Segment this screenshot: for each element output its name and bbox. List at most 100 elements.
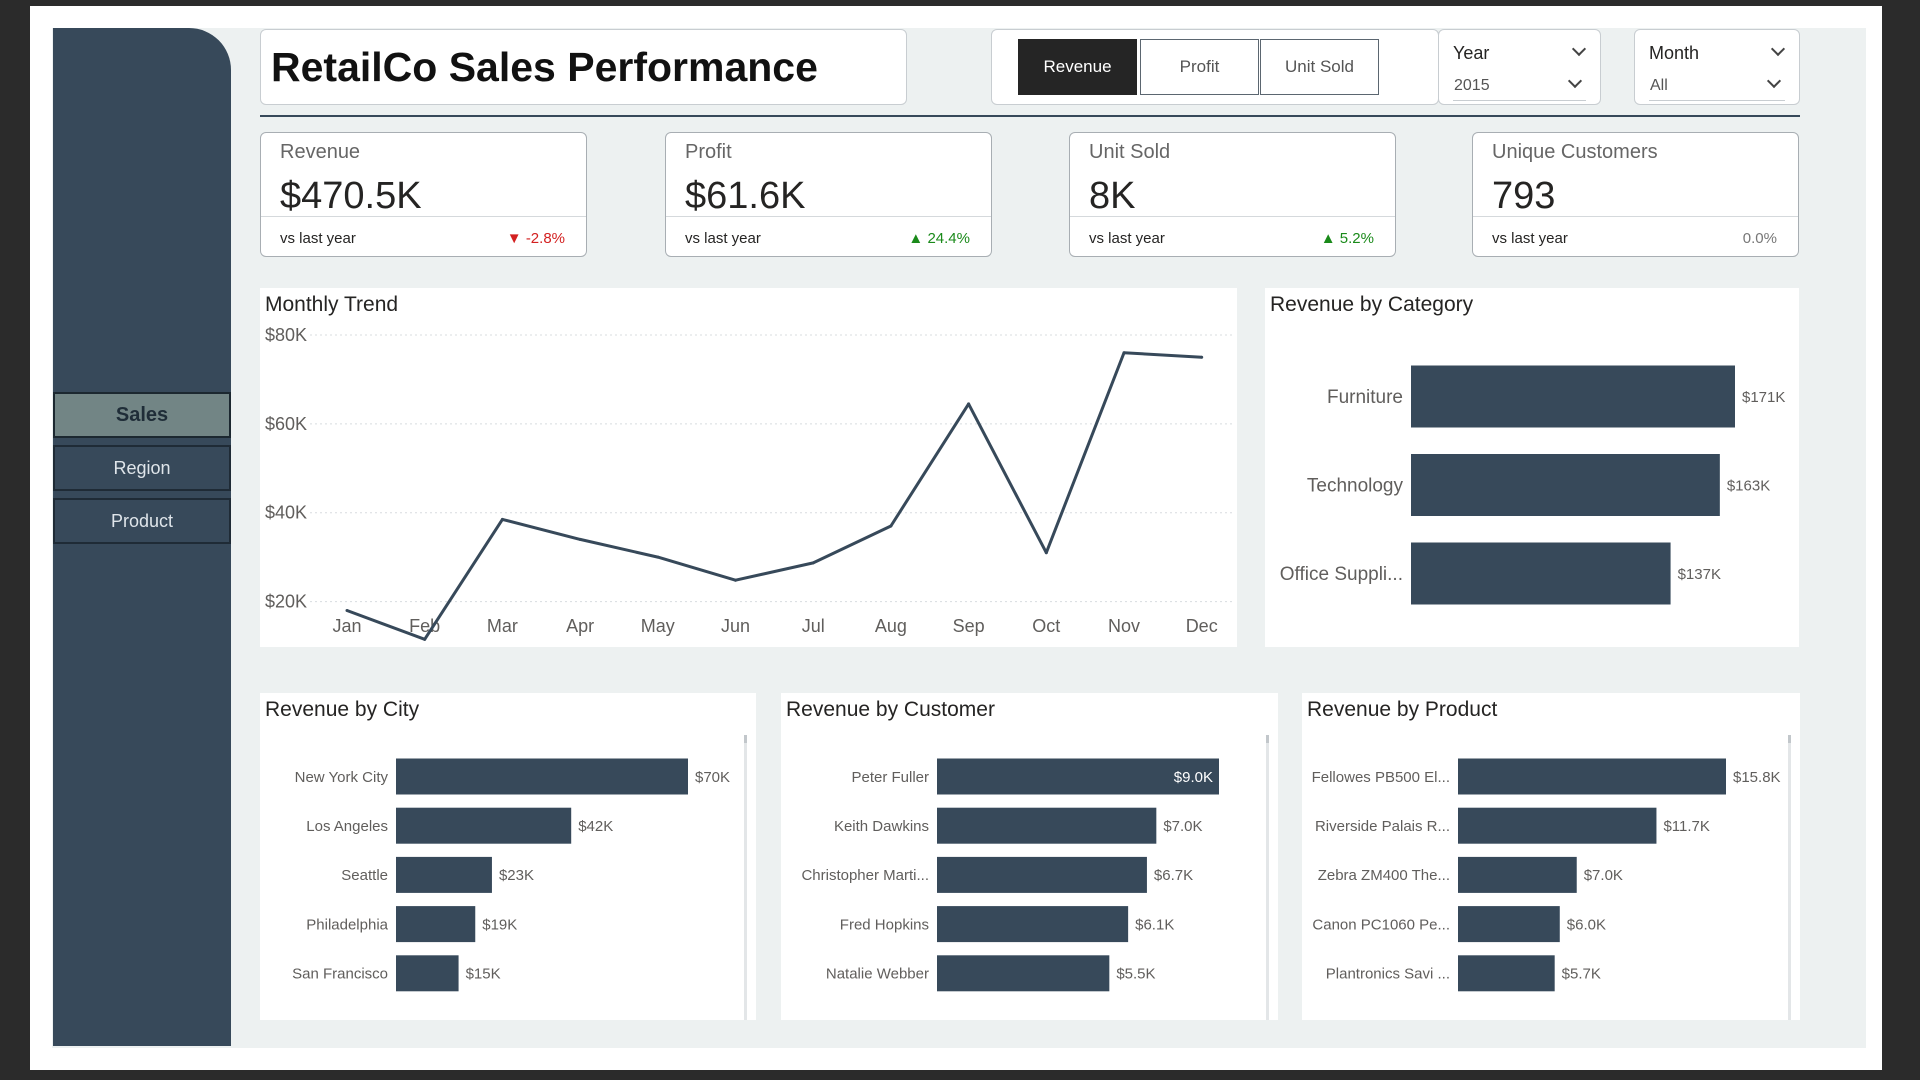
data-label: $19K (482, 916, 517, 933)
scrollbar-thumb (1788, 735, 1791, 743)
bar (396, 955, 459, 992)
kpi-delta: ▲ 5.2% (1321, 230, 1374, 247)
sidebar-item-label: Region (113, 457, 171, 478)
sidebar-item-label: Sales (115, 403, 169, 426)
data-label: $7.0K (1584, 867, 1623, 884)
bar (1458, 906, 1560, 943)
data-label: $23K (499, 867, 534, 884)
header-divider (260, 115, 1800, 117)
arrow-down-icon: ▼ (506, 230, 522, 247)
data-point (345, 608, 349, 612)
kpi-value: 8K (1089, 175, 1136, 217)
trend-line (346, 351, 1202, 641)
y-tick-label: $20K (265, 592, 307, 612)
sidebar-item-product[interactable]: Product (53, 498, 231, 544)
scrollbar-track (1266, 735, 1269, 1020)
kpi-label: Revenue (280, 141, 361, 163)
year-dropdown[interactable]: 2015 (1453, 71, 1586, 101)
page-title: RetailCo Sales Performance (271, 44, 818, 90)
category-label: Fellowes PB500 El... (1312, 769, 1450, 786)
toggle-revenue-button[interactable]: Revenue (1018, 39, 1137, 95)
kpi-card-revenue: Revenue $470.5K vs last year ▼ -2.8% (260, 132, 587, 257)
category-label: Seattle (341, 867, 388, 884)
kpi-label: Profit (685, 141, 732, 163)
data-label: $6.0K (1567, 916, 1606, 933)
x-tick-label: Apr (566, 616, 594, 636)
scrollbar-track (1788, 735, 1791, 1020)
bar (396, 856, 492, 893)
city-panel: Revenue by City New York City $70K Los Ang… (260, 693, 756, 1020)
x-tick-label: Jul (802, 616, 825, 636)
kpi-card-unique-customers: Unique Customers 793 vs last year 0.0% (1472, 132, 1799, 257)
arrow-up-icon: ▲ (908, 230, 924, 247)
year-slicer-title: Year (1453, 43, 1490, 63)
bar (937, 955, 1110, 992)
scrollbar-thumb (744, 735, 747, 743)
kpi-footer: vs last year (1089, 230, 1165, 247)
kpi-divider (261, 216, 586, 217)
category-label: Technology (1307, 476, 1404, 497)
x-tick-label: Aug (875, 616, 907, 636)
y-tick-label: $60K (265, 414, 307, 434)
bar (937, 807, 1157, 844)
year-selected-value: 2015 (1454, 77, 1490, 94)
data-point (423, 637, 427, 641)
kpi-divider (666, 216, 991, 217)
category-label: Canon PC1060 Pe... (1312, 916, 1450, 933)
data-label: $7.0K (1163, 818, 1202, 835)
data-label: $42K (578, 818, 613, 835)
sidebar-item-label: Product (110, 510, 174, 531)
scrollbar-track (744, 735, 747, 1020)
data-label: $171K (1742, 389, 1785, 406)
category-bar-chart: Furniture $171K Technology $163K Office Supp… (1280, 365, 1785, 605)
bar (396, 906, 476, 943)
chevron-down-icon (1567, 73, 1583, 89)
data-label: $9.0K (1174, 769, 1213, 786)
category-label: Zebra ZM400 The... (1318, 867, 1450, 884)
x-tick-label: Nov (1108, 616, 1140, 636)
bar (396, 758, 688, 795)
chevron-down-icon[interactable] (1571, 41, 1587, 57)
x-tick-label: Feb (409, 616, 440, 636)
data-label: $6.7K (1154, 867, 1193, 884)
kpi-delta: ▲ 24.4% (908, 230, 970, 247)
chart-title: Revenue by Category (1270, 293, 1474, 316)
customer-bar-chart: Peter Fuller $9.0K Keith Dawkins $7.0K Chris… (801, 735, 1269, 1020)
data-label: $70K (695, 769, 730, 786)
kpi-value: $61.6K (685, 175, 806, 217)
sidebar-item-sales[interactable]: Sales (53, 392, 231, 438)
bar (937, 758, 1219, 795)
category-label: Fred Hopkins (840, 916, 929, 933)
kpi-label: Unit Sold (1089, 141, 1171, 163)
city-bar-chart: New York City $70K Los Angeles $42K Seattle $… (292, 735, 747, 1020)
kpi-divider (1070, 216, 1395, 217)
x-tick-label: Sep (953, 616, 985, 636)
kpi-delta-value: -2.8% (525, 230, 565, 247)
chart-title: Revenue by Product (1307, 698, 1498, 721)
category-label: Keith Dawkins (834, 818, 929, 835)
x-tick-label: Oct (1032, 616, 1060, 636)
category-label: Christopher Marti... (801, 867, 929, 884)
x-tick-label: Jun (721, 616, 750, 636)
y-tick-label: $80K (265, 325, 307, 345)
chevron-down-icon[interactable] (1770, 41, 1786, 57)
bar (937, 856, 1147, 893)
chart-title: Monthly Trend (265, 293, 399, 316)
bar (1458, 856, 1577, 893)
toggle-unit-sold-button[interactable]: Unit Sold (1260, 39, 1379, 95)
sidebar-item-region[interactable]: Region (53, 445, 231, 491)
sidebar: Sales Region Product (53, 28, 231, 1046)
product-panel: Revenue by Product Fellowes PB500 El... $… (1302, 693, 1800, 1020)
product-bar-chart: Fellowes PB500 El... $15.8K Riverside Pala… (1312, 735, 1791, 1020)
chart-title: Revenue by City (265, 698, 420, 721)
data-label: $15K (466, 966, 501, 983)
x-tick-label: Mar (487, 616, 518, 636)
month-dropdown[interactable]: All (1649, 71, 1785, 101)
chevron-down-icon (1766, 73, 1782, 89)
kpi-delta: 0.0% (1743, 230, 1777, 247)
data-label: $6.1K (1135, 916, 1174, 933)
data-label: $163K (1727, 477, 1770, 494)
toggle-profit-button[interactable]: Profit (1140, 39, 1259, 95)
x-tick-label: May (641, 616, 675, 636)
bar (1458, 758, 1726, 795)
